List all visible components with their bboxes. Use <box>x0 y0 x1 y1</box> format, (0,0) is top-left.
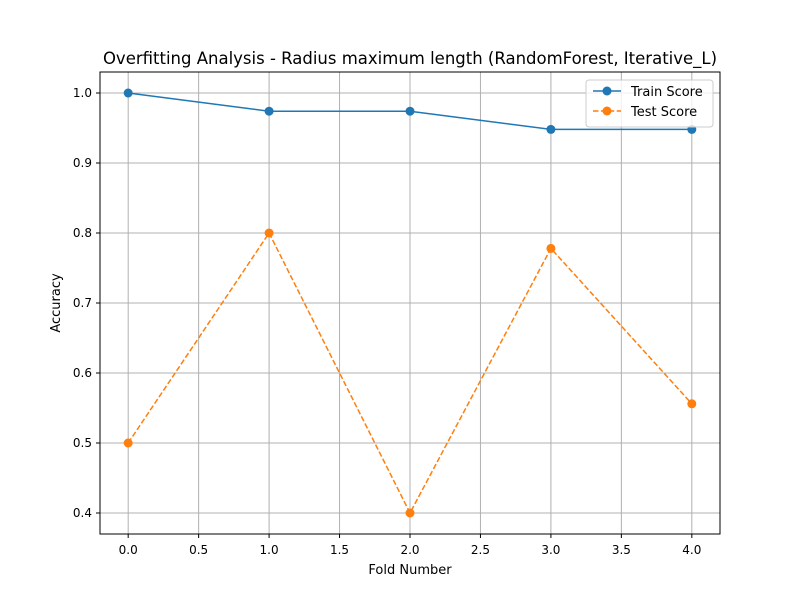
legend: Train Score Test Score <box>585 79 714 128</box>
legend-label: Test Score <box>630 105 697 120</box>
x-tick-label: 4.0 <box>682 543 701 557</box>
y-tick-label: 0.8 <box>73 226 92 240</box>
data-point <box>123 438 133 448</box>
data-point <box>546 243 556 253</box>
x-axis: 0.0 0.5 1.0 1.5 2.0 2.5 3.0 3.5 4.0 <box>119 534 701 557</box>
y-tick-label: 0.9 <box>73 156 92 170</box>
legend-marker <box>602 106 612 116</box>
x-tick-label: 1.5 <box>330 543 349 557</box>
x-tick-label: 0.0 <box>119 543 138 557</box>
data-point <box>405 508 415 518</box>
x-tick-label: 2.0 <box>400 543 419 557</box>
y-tick-label: 1.0 <box>73 86 92 100</box>
series-test-score <box>123 228 697 518</box>
y-axis: 0.4 0.5 0.6 0.7 0.8 0.9 1.0 <box>73 86 100 520</box>
y-tick-label: 0.6 <box>73 366 92 380</box>
data-point <box>123 88 133 98</box>
y-tick-label: 0.5 <box>73 436 92 450</box>
y-tick-label: 0.7 <box>73 296 92 310</box>
x-axis-label: Fold Number <box>368 563 452 578</box>
grid <box>100 72 720 534</box>
data-point <box>264 106 274 116</box>
legend-label: Train Score <box>630 85 703 100</box>
legend-marker <box>602 86 612 96</box>
legend-entry: Train Score <box>593 85 703 100</box>
y-axis-label: Accuracy <box>49 273 64 333</box>
chart-title: Overfitting Analysis - Radius maximum le… <box>103 49 717 69</box>
legend-entry: Test Score <box>593 105 697 120</box>
x-tick-label: 3.0 <box>541 543 560 557</box>
data-point <box>546 124 556 134</box>
data-point <box>264 228 274 238</box>
y-tick-label: 0.4 <box>73 506 92 520</box>
x-tick-label: 0.5 <box>189 543 208 557</box>
x-tick-label: 3.5 <box>612 543 631 557</box>
data-point <box>405 106 415 116</box>
legend-items: Train Score Test Score <box>593 85 703 120</box>
data-point <box>687 399 697 409</box>
x-tick-label: 2.5 <box>471 543 490 557</box>
x-tick-label: 1.0 <box>260 543 279 557</box>
